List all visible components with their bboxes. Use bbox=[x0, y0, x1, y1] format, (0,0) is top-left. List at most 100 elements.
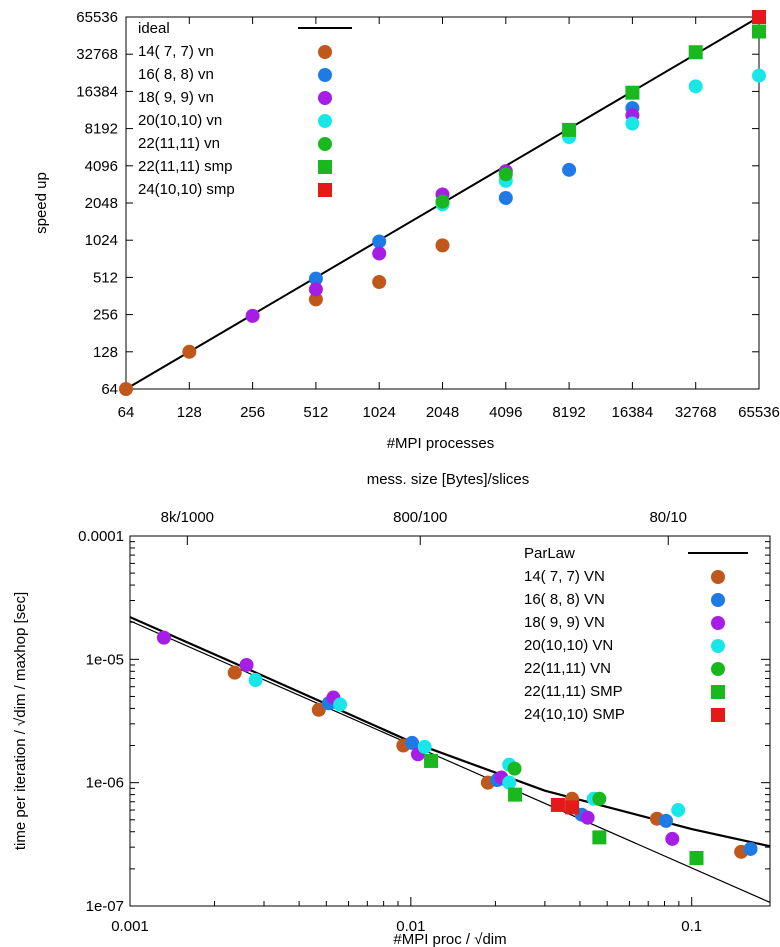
x-tick-label: 4096 bbox=[489, 404, 522, 421]
legend-label: 20(10,10) VN bbox=[524, 637, 613, 654]
y-tick-label: 8192 bbox=[85, 121, 118, 138]
speedup-chart: 64 128 256 512 1024 2048 4096 8192 16384 32768 655… bbox=[33, 9, 780, 452]
point-16-8-8-vn bbox=[405, 735, 420, 750]
x-tick-label: 128 bbox=[177, 404, 202, 421]
x-axis-label: #MPI processes bbox=[387, 435, 495, 452]
legend-marker-14-7-7-vn bbox=[318, 45, 332, 59]
legend-label: 16( 8, 8) VN bbox=[524, 591, 605, 608]
legend-label: 22(11,11) SMP bbox=[524, 683, 623, 700]
point-20-10-10-vn bbox=[248, 672, 263, 687]
y-tick-label: 65536 bbox=[76, 9, 118, 26]
x-tick-label: 0.01 bbox=[396, 918, 425, 935]
legend-marker-20-10-10-vn bbox=[318, 114, 332, 128]
legend-label-parlaw: ParLaw bbox=[524, 545, 575, 562]
y-tick-label: 4096 bbox=[85, 158, 118, 175]
legend-marker-18-9-9-vn bbox=[318, 91, 332, 105]
legend-label: 20(10,10) vn bbox=[138, 112, 222, 129]
legend-marker-22-11-11-vn bbox=[318, 137, 332, 151]
point-22-11-11-smp bbox=[625, 85, 640, 100]
point-22-11-11-vn bbox=[592, 791, 607, 806]
legend-marker-22-11-11-vn bbox=[711, 662, 725, 676]
x-tick-label: 65536 bbox=[738, 404, 780, 421]
y-axis-label: speed up bbox=[33, 172, 50, 234]
x2-tick-label: 8k/1000 bbox=[161, 509, 214, 526]
point-24-10-10-smp bbox=[752, 10, 766, 24]
point-14-7-7-vn bbox=[311, 702, 326, 717]
point-22-11-11-smp bbox=[562, 122, 577, 137]
y-tick-label: 1e-06 bbox=[86, 775, 124, 792]
point-16-8-8-vn bbox=[562, 162, 577, 177]
point-24-10-10-smp bbox=[550, 797, 565, 812]
y-tick-label: 16384 bbox=[76, 83, 118, 100]
point-16-8-8-vn bbox=[372, 234, 387, 249]
y-tick-label: 1e-05 bbox=[86, 651, 124, 668]
point-16-8-8-vn bbox=[308, 271, 323, 286]
time-per-iteration-chart: 0.001 0.01 0.1 1e-07 1e-06 1e-05 0.0001 8k/1000… bbox=[12, 471, 771, 947]
fit-lines bbox=[130, 616, 770, 903]
legend-marker-18-9-9-vn bbox=[711, 616, 725, 630]
legend-marker-14-7-7-vn bbox=[711, 570, 725, 584]
point-16-8-8-vn bbox=[659, 813, 674, 828]
x-tick-label: 2048 bbox=[426, 404, 459, 421]
point-22-11-11-vn bbox=[498, 167, 513, 182]
point-20-10-10-vn bbox=[333, 697, 348, 712]
legend-label: 18( 9, 9) vn bbox=[138, 89, 214, 106]
point-14-7-7-vn bbox=[372, 274, 387, 289]
point-18-9-9-vn bbox=[239, 657, 254, 672]
point-22-11-11-vn bbox=[435, 194, 450, 209]
x2-tick-label: 800/100 bbox=[393, 509, 447, 526]
point-20-10-10-vn bbox=[688, 79, 703, 94]
legend-marker-16-8-8-vn bbox=[711, 593, 725, 607]
y-tick-label: 1024 bbox=[85, 232, 118, 249]
point-20-10-10-vn bbox=[752, 68, 766, 83]
point-24-10-10-smp bbox=[565, 800, 580, 815]
legend-marker-16-8-8-vn bbox=[318, 68, 332, 82]
point-22-11-11-smp bbox=[688, 45, 703, 60]
y-tick-label: 256 bbox=[93, 307, 118, 324]
point-18-9-9-vn bbox=[308, 282, 323, 297]
point-20-10-10-vn bbox=[502, 775, 517, 790]
legend-label: 22(11,11) smp bbox=[138, 158, 233, 175]
point-18-9-9-vn bbox=[156, 630, 171, 645]
point-22-11-11-smp bbox=[689, 851, 704, 866]
legend-marker-24-10-10-smp bbox=[318, 183, 332, 197]
plot-frame bbox=[129, 535, 771, 907]
legend-label: 14( 7, 7) VN bbox=[524, 568, 605, 585]
x-tick-label: 16384 bbox=[612, 404, 654, 421]
x-tick-label: 1024 bbox=[363, 404, 396, 421]
x2-axis-label: mess. size [Bytes]/slices bbox=[367, 471, 530, 488]
point-16-8-8-vn bbox=[498, 190, 513, 205]
legend-label: 16( 8, 8) vn bbox=[138, 66, 214, 83]
point-16-8-8-vn bbox=[743, 841, 758, 856]
y-tick-label: 1e-07 bbox=[86, 898, 124, 915]
point-14-7-7-vn bbox=[308, 292, 323, 307]
x2-tick-label: 80/10 bbox=[649, 509, 687, 526]
x-axis-label: #MPI proc / √dim bbox=[393, 931, 506, 947]
point-14-7-7-vn bbox=[435, 238, 450, 253]
point-18-9-9-vn bbox=[580, 810, 595, 825]
linear-fit-line bbox=[130, 620, 770, 903]
point-18-9-9-vn bbox=[665, 831, 680, 846]
point-20-10-10-vn bbox=[417, 739, 432, 754]
point-20-10-10-vn bbox=[625, 116, 640, 131]
x-tick-label: 64 bbox=[118, 404, 135, 421]
point-22-11-11-smp bbox=[592, 830, 607, 845]
x-tick-label: 0.1 bbox=[681, 918, 702, 935]
legend-marker-22-11-11-smp bbox=[711, 685, 725, 699]
y-tick-label: 32768 bbox=[76, 46, 118, 63]
legend-marker-20-10-10-vn bbox=[711, 639, 725, 653]
legend-label: 14( 7, 7) vn bbox=[138, 43, 214, 60]
legend-label: 24(10,10) smp bbox=[138, 181, 235, 198]
y-tick-label: 64 bbox=[101, 381, 118, 398]
point-18-9-9-vn bbox=[245, 308, 260, 323]
point-20-10-10-vn bbox=[671, 803, 686, 818]
x-tick-label: 256 bbox=[240, 404, 265, 421]
point-14-7-7-vn bbox=[227, 665, 242, 680]
legend-label: 22(11,11) VN bbox=[524, 660, 611, 677]
point-22-11-11-smp bbox=[508, 787, 523, 802]
y-tick-label: 0.0001 bbox=[78, 528, 124, 545]
legend-label: 24(10,10) SMP bbox=[524, 706, 625, 723]
legend-label-ideal: ideal bbox=[138, 20, 170, 37]
x-tick-label: 512 bbox=[303, 404, 328, 421]
